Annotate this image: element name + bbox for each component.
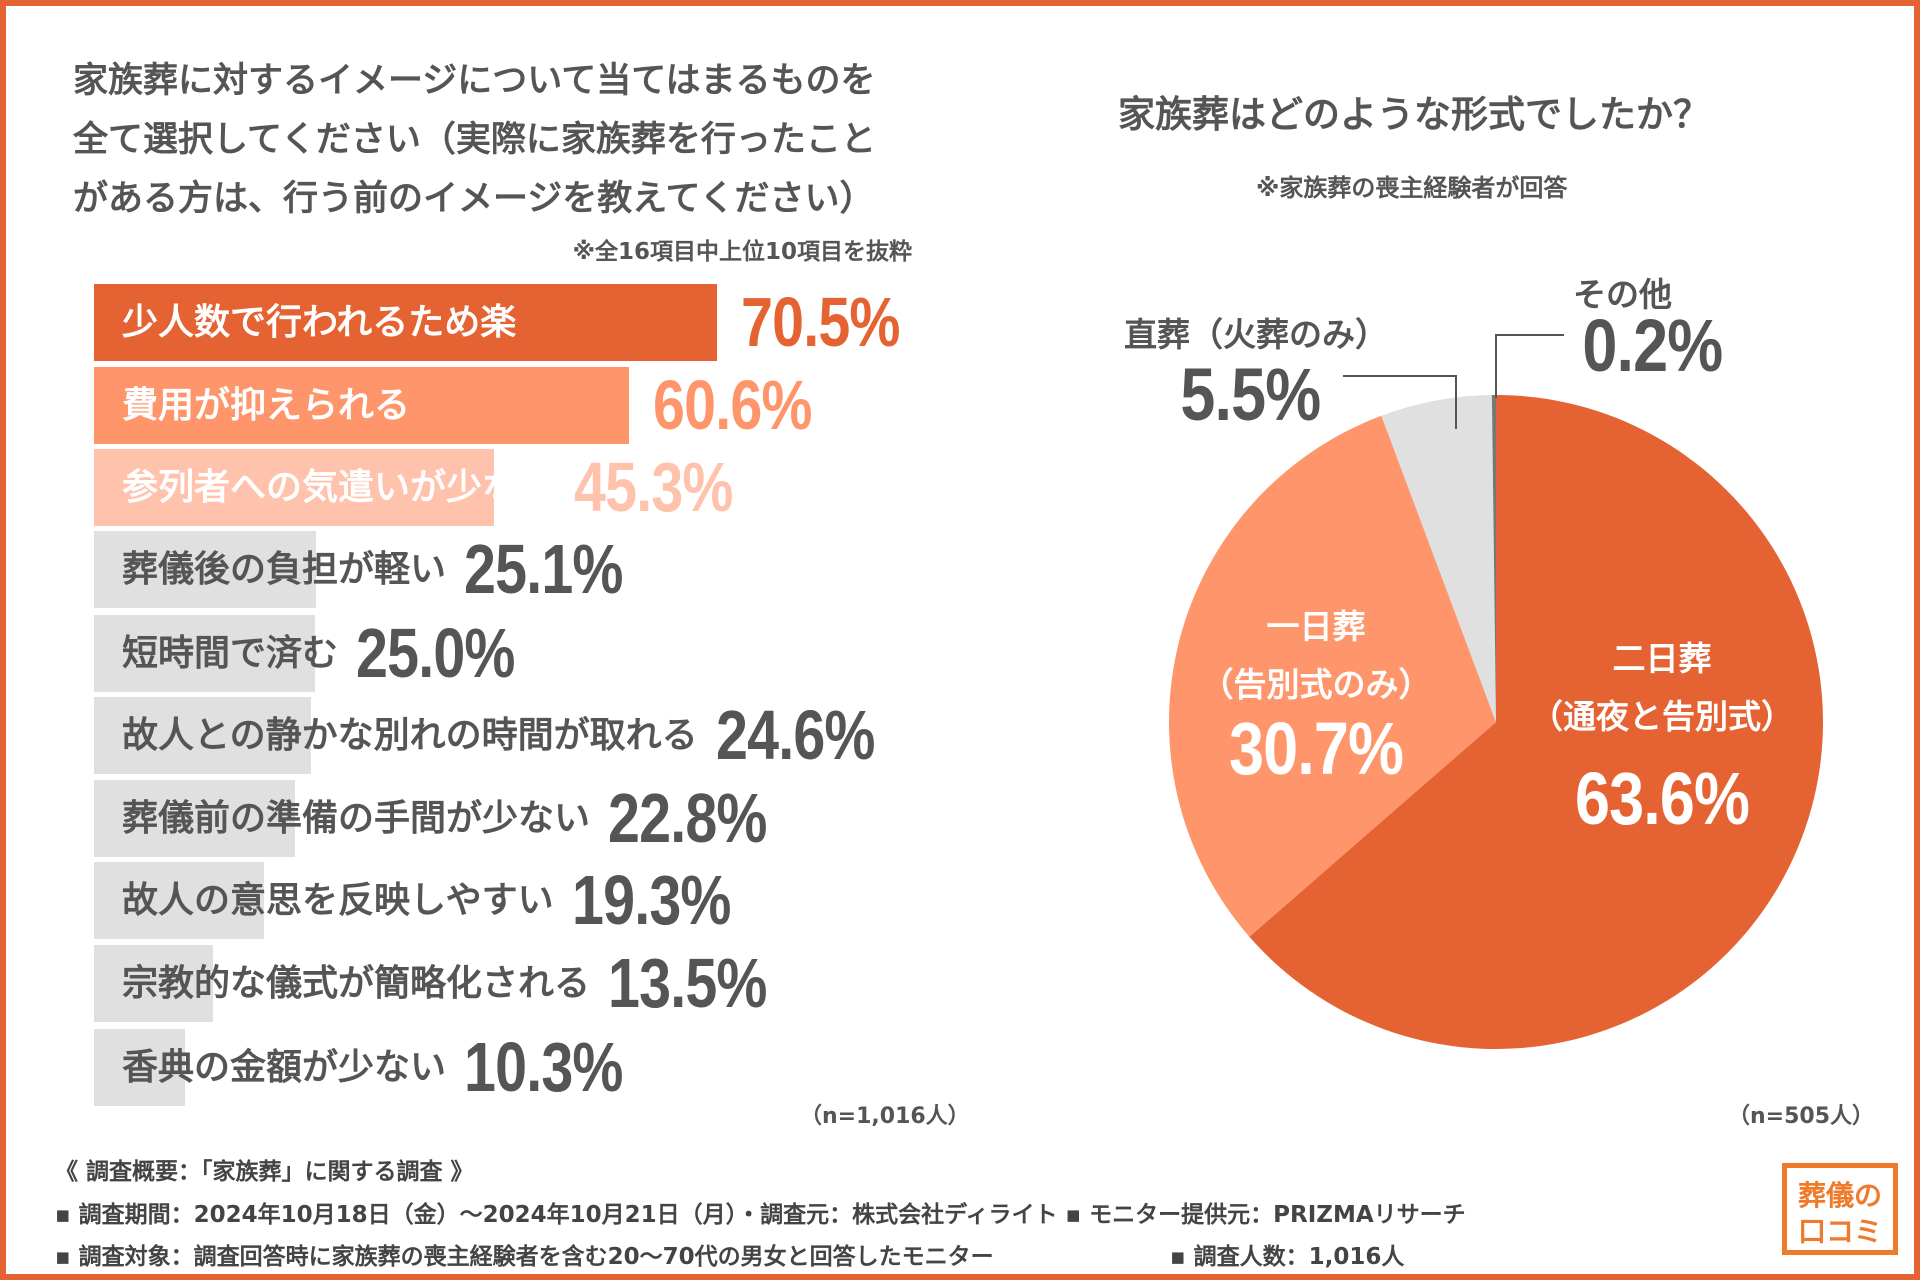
bar xyxy=(94,697,312,774)
leader-line-chokusou xyxy=(1343,375,1457,429)
pie-value-chokusou: 5.5% xyxy=(1180,353,1321,436)
bar-label: 少人数で行われるため楽 xyxy=(122,302,517,343)
pie-chart-subtitle: ※家族葬の喪主経験者が回答 xyxy=(1256,174,1568,202)
title-line: 家族葬に対するイメージについて当てはまるものを xyxy=(73,61,876,101)
bar-label: 葬儀前の準備の手間が少ない xyxy=(122,798,591,839)
slice-sublabel: （通夜と告別式） xyxy=(1530,697,1794,736)
bar-value-label: 24.6% xyxy=(715,696,875,774)
slice-value: 30.7% xyxy=(1228,707,1404,790)
pie-label-chokusou: 直葬（火葬のみ） xyxy=(1124,315,1388,354)
slice-label: 一日葬 xyxy=(1266,607,1366,646)
slice-value: 63.6% xyxy=(1574,757,1750,840)
logo-text: 葬儀の xyxy=(1797,1179,1882,1212)
pie-slice xyxy=(1381,395,1496,722)
footer-line-target: ▪ 調査対象：調査回答時に家族葬の喪主経験者を含む20～70代の男女と回答したモ… xyxy=(55,1244,994,1270)
bar-chart-title: 家族葬に対するイメージについて当てはまるものを 全て選択してください（実際に家族… xyxy=(73,52,876,229)
bar-value-label: 19.3% xyxy=(571,861,731,939)
footer-heading: 《 調査概要：「家族葬」に関する調査 》 xyxy=(55,1159,474,1185)
bar xyxy=(94,367,630,444)
leader-line-other xyxy=(1495,334,1564,398)
bar-label: 宗教的な儀式が簡略化される xyxy=(122,963,591,1004)
footer-line-period: ▪ 調査期間：2024年10月18日（金）～2024年10月21日（月）・調査元… xyxy=(55,1202,1466,1228)
bar-label: 故人の意思を反映しやすい xyxy=(122,880,554,921)
bar xyxy=(94,945,214,1022)
logo: 葬儀の 口コミ xyxy=(1782,1163,1898,1255)
pie-value-other: 0.2% xyxy=(1582,304,1723,387)
bar xyxy=(94,449,494,526)
pie-sample-size: （n=505人） xyxy=(1728,1104,1875,1129)
bar xyxy=(94,531,316,608)
footer-line-count: ▪ 調査人数：1,016人 xyxy=(1170,1244,1405,1270)
slice-sublabel: （告別式のみ） xyxy=(1200,665,1432,704)
pie-label-other: その他 xyxy=(1573,275,1672,314)
bar-label: 費用が抑えられる xyxy=(122,385,411,426)
bar xyxy=(94,615,315,692)
bar-label: 故人との静かな別れの時間が取れる xyxy=(122,715,698,756)
bar-chart-note: ※全16項目中上位10項目を抜粋 xyxy=(572,239,912,265)
title-line: 全て選択してください（実際に家族葬を行ったこと xyxy=(73,120,876,160)
bar-value-label: 25.0% xyxy=(356,614,515,692)
bar-value-label: 45.3% xyxy=(574,448,733,526)
bar-value-label: 25.1% xyxy=(464,530,623,608)
bar-sample-size: （n=1,016人） xyxy=(800,1104,970,1129)
slice-label: 二日葬 xyxy=(1612,639,1712,678)
bar xyxy=(94,1029,185,1106)
title-line: がある方は、行う前のイメージを教えてください） xyxy=(73,179,875,219)
pie-inner-label-futsuka: 二日葬 （通夜と告別式） 63.6% xyxy=(1530,632,1794,841)
bar xyxy=(94,284,717,361)
pie-chart-title: 家族葬はどのような形式でしたか？ xyxy=(1118,93,1710,136)
logo-text: 口コミ xyxy=(1797,1215,1882,1248)
bar-value-label: 70.5% xyxy=(740,283,900,361)
bar xyxy=(94,780,296,857)
pie-slice xyxy=(1169,415,1496,937)
bar-value-label: 13.5% xyxy=(608,944,767,1022)
bar-label: 短時間で済む xyxy=(122,633,339,674)
bar-label: 参列者への気遣いが少ない xyxy=(122,467,555,508)
pie-slice xyxy=(1249,395,1823,1049)
bar-value-label: 60.6% xyxy=(653,366,812,444)
bar-value-label: 22.8% xyxy=(608,779,767,857)
bar xyxy=(94,862,265,939)
bar-label: 香典の金額が少ない xyxy=(122,1047,447,1088)
pie-slice xyxy=(1491,395,1496,722)
bar-label: 葬儀後の負担が軽い xyxy=(122,549,447,590)
pie-inner-label-ichinichi: 一日葬 （告別式のみ） 30.7% xyxy=(1201,600,1432,791)
bar-value-label: 10.3% xyxy=(464,1028,623,1106)
